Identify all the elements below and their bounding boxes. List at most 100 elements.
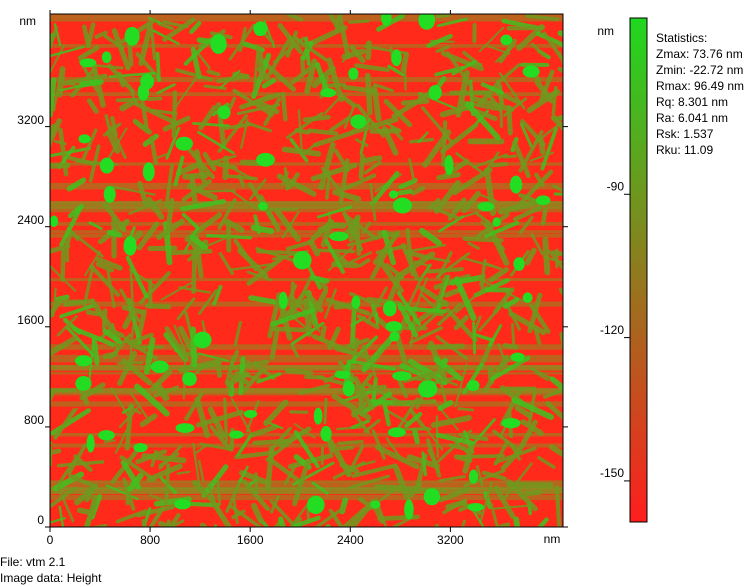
fiber [400,51,410,73]
fiber [516,24,545,51]
fiber [323,397,328,425]
fiber [361,372,374,387]
fiber [484,220,520,238]
fiber [263,399,289,427]
fiber [267,292,282,339]
blob [210,34,227,54]
blob [101,51,112,64]
fiber [87,340,95,386]
blob [133,443,148,453]
fiber [269,327,280,360]
fiber [542,31,563,60]
fiber [342,84,377,94]
streak [50,278,563,282]
fiber [348,474,390,490]
fiber [164,326,188,359]
fiber [194,149,207,184]
streak [50,204,563,209]
fiber [347,234,383,247]
fiber [325,170,332,200]
fiber [156,83,176,95]
fiber [50,77,57,118]
fiber [545,400,563,421]
fiber [495,45,514,63]
fiber [60,247,66,283]
blob [182,372,197,386]
fiber [498,356,513,368]
fiber [366,286,388,324]
fiber [269,499,298,527]
blob [423,488,441,506]
fiber [445,51,472,87]
plot-frame [49,13,564,528]
fiber [102,201,127,232]
fiber [230,359,270,371]
fiber [318,141,336,191]
fiber [230,189,260,211]
fiber [464,101,501,141]
fiber [529,151,554,162]
blob [444,154,454,175]
fiber [230,397,254,438]
fiber [438,486,471,503]
fiber [249,178,267,201]
fiber [350,116,399,135]
fiber [493,440,509,466]
fiber [374,444,420,470]
x-tick-label: 0 [47,533,54,547]
file-line: File: vtm 2.1 [0,555,66,569]
fiber [429,312,444,317]
fiber [86,98,99,114]
fiber [365,40,372,61]
fiber [119,98,138,112]
fiber [82,265,95,307]
fiber [141,518,148,527]
fiber [478,26,505,53]
fiber [539,69,555,102]
x-tick-label: 3200 [437,533,464,547]
fiber [223,122,251,131]
blob [320,88,337,98]
blob [78,134,91,144]
blob [174,499,191,510]
fiber [189,20,202,35]
fiber [327,245,354,272]
fiber [413,276,429,312]
fiber [198,289,218,315]
blob [501,418,521,429]
fiber [551,250,563,257]
blob [243,409,258,419]
fiber [426,267,464,274]
fiber [232,88,274,117]
fiber [351,409,370,434]
fiber [50,26,59,49]
fiber [198,53,211,70]
blob [150,360,169,374]
fiber [490,355,531,381]
fiber [404,412,423,428]
fiber [558,114,563,121]
fiber [191,479,208,497]
fiber [84,483,98,503]
fiber [469,95,515,113]
fiber [488,267,509,283]
streak [50,494,563,501]
fiber [52,287,57,317]
fiber [114,424,131,454]
fiber [224,218,245,234]
fiber [90,63,124,70]
fiber [58,505,65,527]
fiber [50,243,71,254]
fiber [186,183,218,201]
fiber [310,219,335,241]
fiber [56,315,78,337]
fiber [222,155,230,181]
fiber [355,390,365,410]
fiber [493,485,516,520]
fiber [136,504,175,518]
fiber [408,326,444,345]
fiber [462,444,475,474]
fiber [537,456,556,469]
blob [98,430,115,441]
fiber [421,451,427,477]
